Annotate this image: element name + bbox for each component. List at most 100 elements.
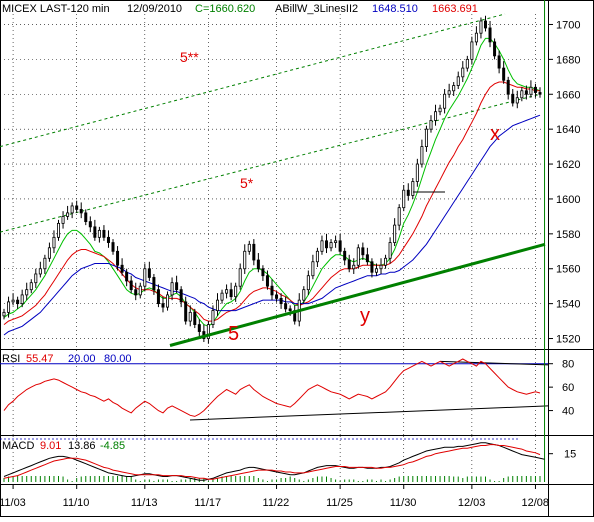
rsi-label: RSI: [2, 353, 20, 365]
candle-body: [261, 268, 265, 277]
candle-body: [347, 259, 351, 270]
candle-body: [243, 250, 247, 270]
candle-body: [370, 261, 374, 273]
y-tick-label: 1580: [556, 229, 580, 241]
time-axis: 11/03 11/10 11/13 11/17 11/22 11/25 11/30 12/03…: [0, 485, 549, 509]
candle-body: [402, 189, 406, 209]
candle-body: [479, 20, 483, 34]
candle-body: [334, 240, 338, 243]
candle-body: [238, 268, 242, 287]
x-tick-label: 11/10: [63, 497, 90, 509]
candle-body: [88, 221, 92, 228]
candle-body: [325, 240, 329, 249]
candle-body: [66, 212, 70, 217]
candle-body: [16, 299, 20, 305]
trend-lines: [169, 191, 546, 347]
x-tick-label: 11/25: [326, 497, 353, 509]
rsi-value: 55.47: [26, 353, 54, 365]
y-tick-label: 1660: [556, 89, 580, 101]
candle-body: [252, 243, 256, 261]
candle-body: [7, 301, 11, 313]
candle-body: [143, 268, 147, 287]
candle-body: [356, 247, 360, 266]
candle-body: [52, 236, 56, 249]
candle-body: [215, 299, 219, 312]
candle-body: [429, 120, 433, 130]
candle-body: [234, 285, 238, 298]
candle-body: [365, 254, 369, 263]
candle-body: [374, 268, 378, 273]
candle-body: [315, 250, 319, 263]
candle-body: [515, 97, 519, 104]
candle-body: [502, 67, 506, 81]
price-axis: 1520 1540 1560 1580 1600 1620 1640 1660 1680 1700: [548, 19, 580, 346]
header-indicator-value-2: 1663.691: [432, 3, 478, 15]
candle-body: [152, 277, 156, 291]
rsi-level-high: 80.00: [104, 353, 132, 365]
y-tick-label: 1620: [556, 159, 580, 171]
candle-body: [284, 303, 288, 310]
y-tick-label: 1560: [556, 264, 580, 276]
candle-body: [384, 257, 388, 266]
candles: [2, 15, 542, 344]
candle-body: [329, 242, 333, 249]
candle-body: [43, 257, 47, 270]
candle-body: [438, 107, 442, 113]
candle-body: [452, 85, 456, 92]
wave-label-y: y: [360, 305, 370, 327]
candle-body: [57, 222, 61, 238]
wave-label-5-star: 5*: [240, 175, 254, 191]
candle-body: [265, 275, 269, 287]
candle-body: [511, 93, 515, 104]
wave-label-5-double-star: 5**: [180, 49, 199, 65]
rsi-panel: 80 60 40: [0, 358, 574, 421]
rsi-trend-line: [189, 405, 549, 421]
candle-body: [338, 240, 342, 252]
rsi-tick-label: 40: [562, 406, 574, 418]
candle-body: [529, 86, 533, 95]
y-tick-label: 1680: [556, 54, 580, 66]
candle-body: [524, 90, 528, 95]
candle-body: [306, 275, 310, 291]
candle-body: [302, 289, 306, 301]
candle-body: [288, 308, 292, 312]
candle-body: [129, 280, 133, 291]
candle-body: [11, 299, 15, 303]
candle-body: [125, 271, 129, 282]
candle-body: [493, 41, 497, 57]
x-tick-label: 11/30: [390, 497, 417, 509]
macd-tick-label: 15: [564, 449, 576, 461]
candle-body: [538, 92, 542, 95]
x-tick-label: 11/13: [131, 497, 158, 509]
candle-body: [456, 76, 460, 86]
macd-signal: 13.86: [68, 440, 96, 452]
candle-body: [352, 264, 356, 270]
header-close: C=1660.620: [195, 3, 255, 15]
trend-line-support: [169, 242, 546, 347]
candle-body: [393, 224, 397, 243]
candle-body: [106, 236, 110, 243]
candle-body: [25, 289, 29, 296]
candle-body: [443, 93, 447, 109]
candle-body: [184, 301, 188, 322]
candle-body: [461, 67, 465, 78]
y-tick-label: 1540: [556, 299, 580, 311]
candle-body: [411, 181, 415, 196]
candle-body: [97, 229, 101, 238]
candle-body: [193, 311, 197, 325]
candle-body: [488, 27, 492, 43]
candle-body: [188, 311, 192, 322]
header-indicator-value-1: 1648.510: [372, 3, 418, 15]
candle-body: [343, 250, 347, 261]
candle-body: [397, 207, 401, 226]
candle-body: [166, 294, 170, 308]
candle-body: [20, 294, 24, 305]
candle-body: [79, 209, 83, 214]
candle-body: [206, 324, 210, 339]
candle-body: [434, 111, 438, 121]
candle-body: [156, 289, 160, 305]
candle-body: [170, 282, 174, 296]
candle-body: [134, 289, 138, 296]
candle-body: [211, 310, 215, 325]
